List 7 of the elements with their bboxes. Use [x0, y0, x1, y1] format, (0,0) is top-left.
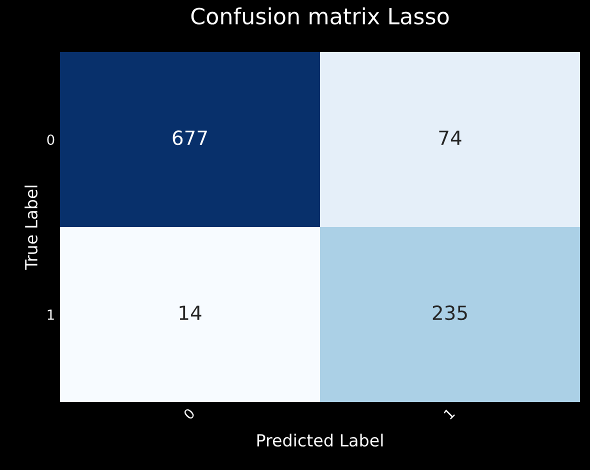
y-axis-title: True Label [24, 186, 38, 270]
data-label: 74 [439, 130, 462, 145]
data-label: 235 [432, 305, 467, 320]
data-label: 14 [180, 306, 202, 320]
chart-title: Confusion matrix Lasso [191, 7, 449, 25]
x-axis-title: Predicted Label [257, 434, 383, 447]
data-label: 677 [172, 130, 207, 146]
